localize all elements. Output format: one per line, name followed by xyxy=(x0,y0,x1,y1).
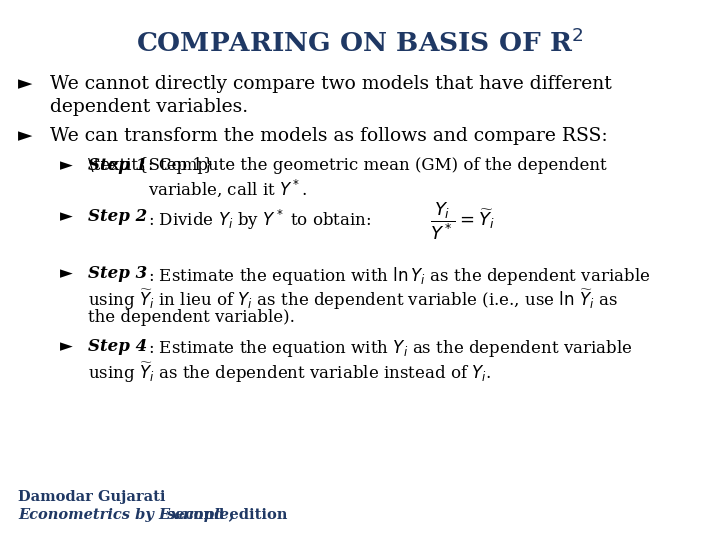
Text: variable, call it $Y^*$.: variable, call it $Y^*$. xyxy=(148,178,307,199)
Text: ►: ► xyxy=(60,265,73,282)
Text: Step 3: Step 3 xyxy=(88,265,148,282)
Text: $\dfrac{Y_i}{Y^*} = \widetilde{Y}_i$: $\dfrac{Y_i}{Y^*} = \widetilde{Y}_i$ xyxy=(430,200,495,242)
Text: COMPARING ON BASIS OF R$^2$: COMPARING ON BASIS OF R$^2$ xyxy=(136,28,584,57)
Text: Econometrics by Example,: Econometrics by Example, xyxy=(18,508,234,522)
Text: We can transform the models as follows and compare RSS:: We can transform the models as follows a… xyxy=(50,127,608,145)
Text: We cannot directly compare two models that have different: We cannot directly compare two models th… xyxy=(50,75,612,93)
Text: Step 2: Step 2 xyxy=(88,208,148,225)
Text: the dependent variable).: the dependent variable). xyxy=(88,309,295,326)
Text: ►: ► xyxy=(60,338,73,355)
Text: Step 4: Step 4 xyxy=(88,338,148,355)
Text: Damodar Gujarati: Damodar Gujarati xyxy=(18,490,166,504)
Text: using $\widetilde{Y}_i$ in lieu of $Y_i$ as the dependent variable (i.e., use $\: using $\widetilde{Y}_i$ in lieu of $Y_i$… xyxy=(88,287,618,312)
Text: ►: ► xyxy=(18,75,32,93)
Text: : Estimate the equation with $Y_i$ as the dependent variable: : Estimate the equation with $Y_i$ as th… xyxy=(148,338,633,359)
Text: dependent variables.: dependent variables. xyxy=(50,98,248,116)
Text: ►: ► xyxy=(18,127,32,145)
Text: using $\widetilde{Y}_i$ as the dependent variable instead of $Y_i$.: using $\widetilde{Y}_i$ as the dependent… xyxy=(88,360,491,384)
Text: : Compute the geometric mean (GM) of the dependent: : Compute the geometric mean (GM) of the… xyxy=(148,157,607,174)
Text: : Divide $Y_i$ by $Y^*$ to obtain:: : Divide $Y_i$ by $Y^*$ to obtain: xyxy=(148,208,371,232)
Text: ►: ► xyxy=(60,208,73,225)
Text: Step 1: Step 1 xyxy=(88,157,148,174)
Text: \textit{Step 1}: \textit{Step 1} xyxy=(88,157,214,174)
Text: ►: ► xyxy=(60,157,73,174)
Text: second edition: second edition xyxy=(162,508,287,522)
Text: : Estimate the equation with $\ln Y_i$ as the dependent variable: : Estimate the equation with $\ln Y_i$ a… xyxy=(148,265,650,287)
